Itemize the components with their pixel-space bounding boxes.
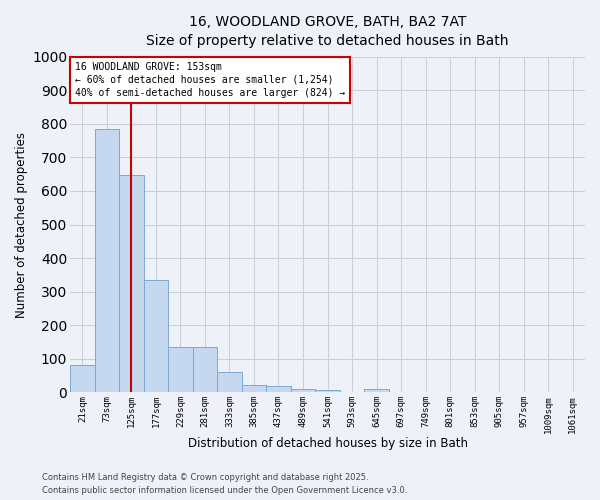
Bar: [70, 364, 95, 392]
Bar: [364, 389, 389, 392]
Bar: [119, 175, 143, 392]
Bar: [315, 390, 340, 392]
X-axis label: Distribution of detached houses by size in Bath: Distribution of detached houses by size …: [188, 437, 467, 450]
Y-axis label: Number of detached properties: Number of detached properties: [15, 132, 28, 318]
Bar: [242, 385, 266, 392]
Bar: [266, 386, 291, 392]
Bar: [168, 347, 193, 393]
Bar: [291, 389, 315, 392]
Text: 16 WOODLAND GROVE: 153sqm
← 60% of detached houses are smaller (1,254)
40% of se: 16 WOODLAND GROVE: 153sqm ← 60% of detac…: [75, 62, 346, 98]
Bar: [143, 280, 168, 392]
Bar: [217, 372, 242, 392]
Bar: [95, 130, 119, 392]
Text: Contains HM Land Registry data © Crown copyright and database right 2025.
Contai: Contains HM Land Registry data © Crown c…: [42, 474, 407, 495]
Title: 16, WOODLAND GROVE, BATH, BA2 7AT
Size of property relative to detached houses i: 16, WOODLAND GROVE, BATH, BA2 7AT Size o…: [146, 15, 509, 48]
Bar: [193, 347, 217, 393]
